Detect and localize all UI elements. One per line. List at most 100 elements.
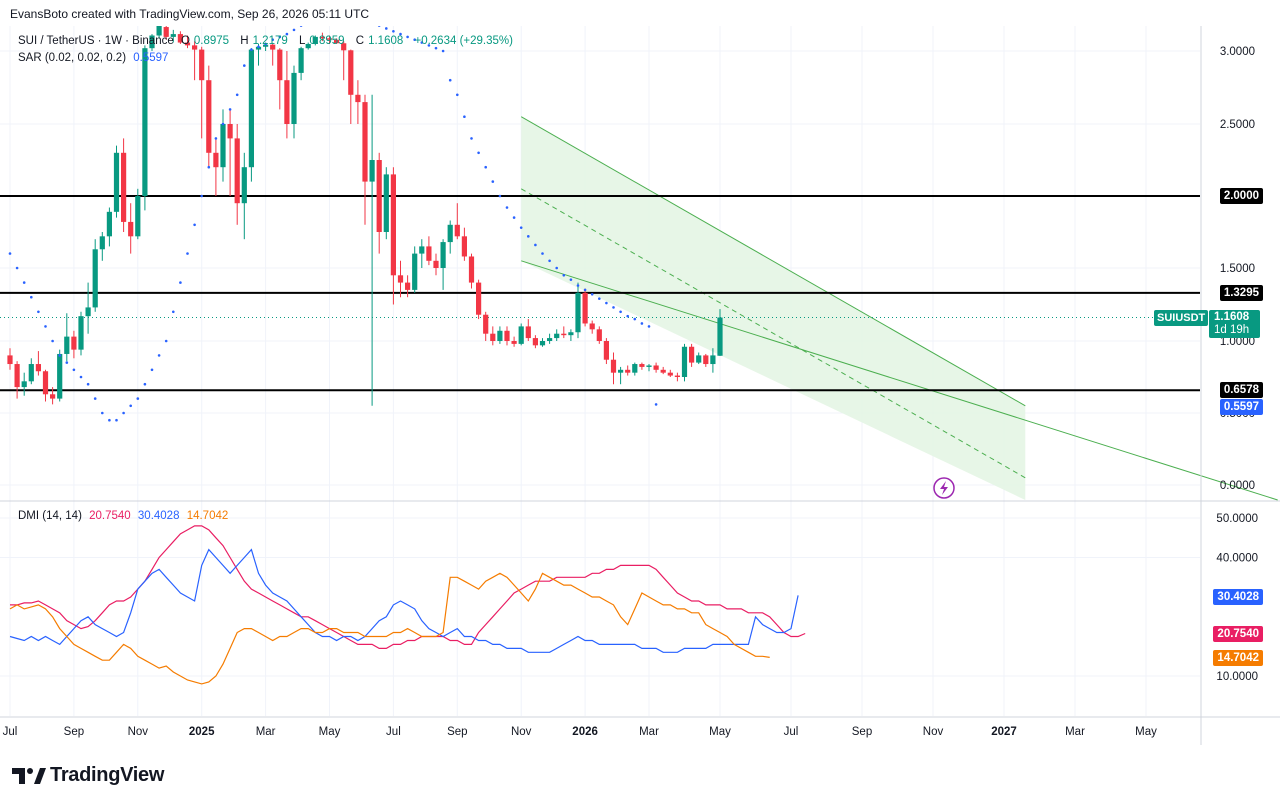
time-tick-label: May: [319, 726, 341, 738]
sar-dot: [264, 42, 267, 46]
sar-dot: [292, 28, 296, 32]
candle-body: [426, 246, 432, 261]
tradingview-logo-icon: [12, 767, 46, 784]
candle-body: [35, 364, 41, 372]
high-label: H: [240, 35, 249, 47]
candle-body: [653, 365, 659, 370]
close-value: 1.1608: [368, 35, 404, 47]
candle-body: [639, 364, 645, 367]
sar-dot: [179, 281, 182, 284]
sar-dot: [22, 281, 26, 284]
sar-dot: [278, 35, 282, 39]
sar-dot: [342, 10, 345, 13]
candle-body: [539, 341, 546, 346]
sar-dot: [519, 226, 523, 229]
candle-body: [312, 36, 318, 44]
sar-dot: [235, 93, 239, 97]
candle-body: [696, 355, 702, 363]
candle-body: [717, 317, 723, 356]
candle-body: [170, 34, 176, 37]
candle-body: [511, 341, 517, 344]
time-tick-label: 2027: [991, 726, 1017, 738]
sar-series: [8, 10, 658, 422]
dmi-minus-di-line: [9, 572, 770, 685]
open-label: O: [180, 35, 190, 47]
sar-dot: [590, 292, 594, 296]
event-flash-glyph: [940, 481, 948, 495]
tradingview-brand: TradingView: [50, 764, 165, 786]
tradingview-logo[interactable]: TradingView: [12, 764, 164, 787]
sar-dot: [654, 403, 658, 406]
sar-dot: [136, 397, 140, 400]
candle-body: [99, 236, 105, 250]
candle-body: [561, 333, 567, 336]
sar-dot: [562, 274, 566, 277]
axes: 3.00002.50002.00001.50001.00000.50000.00…: [0, 26, 1280, 745]
sar-dot: [58, 354, 61, 357]
price-tick-label: 1.5000: [1220, 263, 1255, 275]
chart-extras: [933, 477, 955, 499]
sar-dot: [129, 404, 132, 408]
candle-body: [57, 353, 63, 399]
candle-body: [135, 196, 141, 237]
candle-body: [71, 336, 77, 350]
candle-body: [92, 249, 98, 308]
candle-body: [334, 39, 340, 44]
candle-body: [525, 326, 531, 339]
descending-channel: [520, 116, 1278, 501]
sar-dot: [484, 165, 488, 169]
candle-body: [419, 246, 425, 254]
sar-dot: [633, 317, 637, 321]
sar-dot: [30, 295, 33, 299]
sar-dot: [243, 64, 246, 67]
dmi-adx-line: [10, 525, 806, 650]
sar-dot: [377, 26, 381, 27]
level-2-tag: 2.0000: [1219, 188, 1263, 204]
candle-body: [362, 102, 368, 182]
sar-dot: [108, 418, 111, 422]
dmi-label[interactable]: DMI (14, 14): [18, 510, 82, 522]
candle-body: [710, 355, 716, 365]
symbol-name[interactable]: SUI / TetherUS · 1W · Binance: [18, 35, 174, 47]
candle-body: [603, 341, 609, 360]
candle-body: [192, 45, 198, 50]
candlestick-series: [7, 26, 723, 406]
channel-fill: [521, 116, 1026, 500]
candle-body: [28, 364, 34, 382]
sar-dot: [463, 115, 466, 118]
candle-body: [270, 44, 276, 50]
dmi-series: [9, 525, 806, 685]
candle-body: [305, 43, 311, 49]
dmi-tick-label: 10.0000: [1216, 671, 1258, 683]
sar-dot: [122, 411, 125, 415]
candle-body: [106, 211, 112, 237]
time-tick-label: Sep: [64, 726, 84, 738]
candle-body: [412, 253, 418, 290]
sar-dot: [541, 252, 544, 255]
sar-dot: [357, 16, 360, 19]
candle-body: [42, 371, 49, 395]
sar-dot: [350, 13, 353, 16]
current-symbol-label: SUIUSDT: [1154, 310, 1209, 326]
current-price-value: 1.1608: [1214, 311, 1250, 323]
sar-dot: [392, 29, 395, 33]
sar-dot: [477, 151, 480, 155]
sar-dot: [534, 243, 537, 247]
candle-body: [646, 365, 652, 367]
dmi-legend: DMI (14, 14) 20.7540 30.4028 14.7042: [18, 510, 232, 522]
sar-dot: [164, 339, 168, 343]
dmi-tick-label: 40.0000: [1216, 553, 1258, 565]
candle-body: [78, 316, 84, 350]
level-13295-tag: 1.3295: [1219, 285, 1263, 301]
candle-body: [468, 256, 475, 283]
candle-body: [149, 35, 155, 49]
sar-label[interactable]: SAR (0.02, 0.02, 0.2): [18, 52, 127, 64]
sar-dot: [448, 78, 452, 82]
grid: [0, 26, 1200, 716]
candle-body: [64, 336, 70, 354]
sar-dot: [548, 259, 551, 263]
sar-dot: [257, 45, 260, 49]
chart-attribution: EvansBoto created with TradingView.com, …: [10, 7, 370, 21]
open-value: 0.8975: [193, 35, 230, 47]
